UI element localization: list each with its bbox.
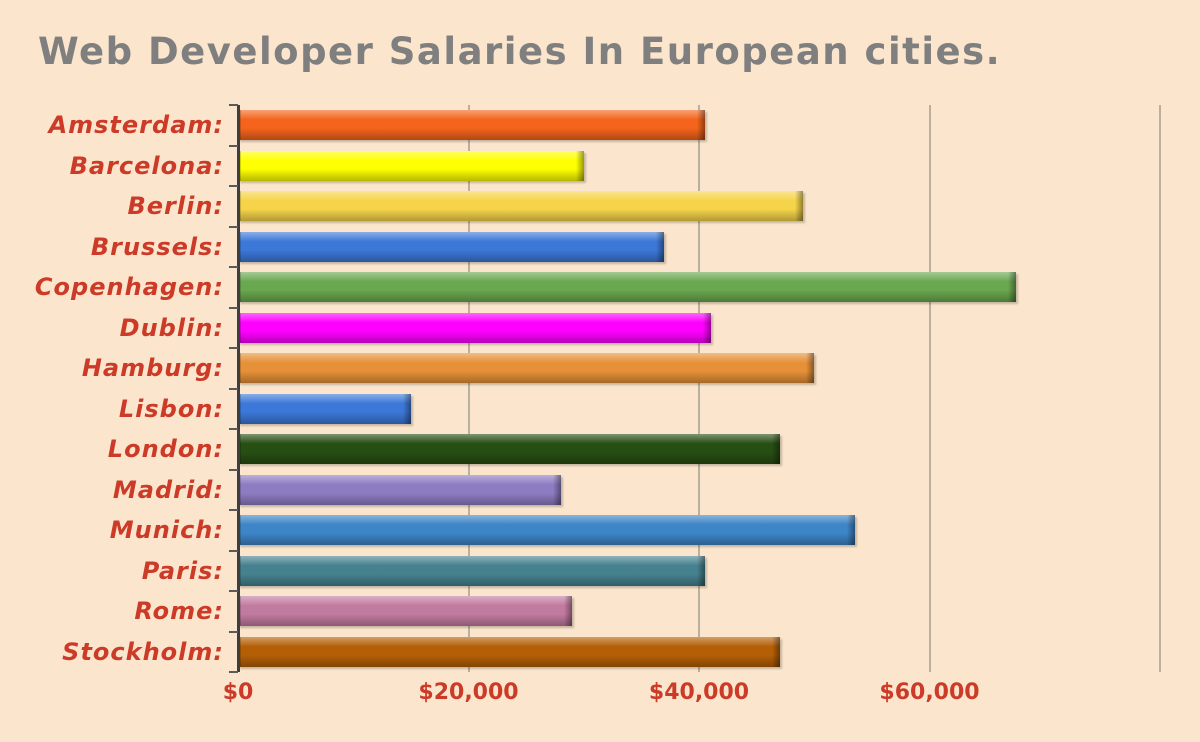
bar-row: Madrid:: [8, 470, 1160, 511]
y-axis-tick: [229, 671, 238, 673]
y-axis-tick: [229, 590, 238, 592]
gridline: [467, 105, 470, 672]
category-label: Berlin:: [127, 192, 224, 221]
bar-track: [238, 150, 1160, 181]
gridline: [1159, 105, 1161, 672]
y-axis-tick: [229, 387, 238, 390]
bar-brussels: [238, 231, 665, 262]
category-label: Dublin:: [119, 313, 224, 342]
category-label: Madrid:: [112, 475, 224, 504]
bar-hamburg: [238, 353, 815, 384]
category-label: Hamburg:: [81, 354, 224, 383]
bar-track: [238, 231, 1160, 262]
bar-track: [238, 110, 1160, 141]
bar-track: [238, 596, 1160, 627]
bar-row: Hamburg:: [8, 348, 1160, 389]
bar-row: Stockholm:: [8, 632, 1160, 673]
gridlines: [229, 104, 1161, 673]
bar-row: Dublin:: [8, 308, 1160, 349]
x-tick-label: $0: [222, 680, 254, 705]
y-axis-tick: [229, 549, 238, 552]
y-axis-tick: [229, 630, 238, 633]
bar-barcelona: [238, 150, 584, 181]
bar-track: [238, 555, 1160, 586]
bar-lisbon: [238, 393, 411, 424]
category-label: Rome:: [134, 597, 224, 626]
bar-amsterdam: [238, 110, 705, 141]
plot-area: Amsterdam: Barcelona: Berlin: Brussels: Cope…: [0, 104, 1200, 705]
x-tick-label: $20,000: [418, 680, 519, 705]
x-tick-label: $60,000: [879, 680, 980, 705]
y-axis-tick: [229, 144, 238, 147]
bar-row: Berlin:: [8, 186, 1160, 227]
category-label: London:: [107, 435, 224, 464]
bar-dublin: [238, 312, 711, 343]
y-axis-tick: [229, 185, 238, 187]
bar-row: Lisbon:: [8, 389, 1160, 430]
y-axis-tick: [229, 225, 238, 228]
bar-track: [238, 393, 1160, 424]
chart-title: Web Developer Salaries In European citie…: [38, 30, 1002, 73]
bar-row: Rome:: [8, 591, 1160, 632]
bar-row: London:: [8, 429, 1160, 470]
bar-row: Paris:: [8, 551, 1160, 592]
bar-track: [238, 636, 1160, 667]
bar-copenhagen: [238, 272, 1016, 303]
y-axis-tick: [229, 104, 238, 106]
x-axis: $0 $20,000 $40,000 $60,000: [223, 672, 1160, 716]
bar-track: [238, 434, 1160, 465]
bar-row: Munich:: [8, 510, 1160, 551]
bar-row: Barcelona:: [8, 146, 1160, 187]
category-label: Lisbon:: [118, 394, 224, 423]
bar-rows: Amsterdam: Barcelona: Berlin: Brussels: Cope…: [8, 105, 1160, 672]
bar-row: Copenhagen:: [8, 267, 1160, 308]
bar-track: [238, 272, 1160, 303]
bar-madrid: [238, 474, 561, 505]
y-axis-tick: [229, 266, 238, 268]
bar-row: Amsterdam:: [8, 105, 1160, 146]
bar-track: [238, 353, 1160, 384]
x-tick-label: $40,000: [648, 680, 750, 705]
bar-munich: [238, 515, 855, 546]
category-label: Paris:: [141, 556, 224, 585]
bar-rome: [238, 596, 573, 627]
category-label: Copenhagen:: [34, 273, 224, 302]
bar-berlin: [238, 191, 803, 222]
gridline: [928, 105, 931, 672]
bar-track: [238, 191, 1160, 222]
category-label: Barcelona:: [69, 151, 224, 180]
bar-row: Brussels:: [8, 227, 1160, 268]
y-axis-tick: [229, 347, 238, 349]
bar-track: [238, 312, 1160, 343]
bar-london: [238, 434, 780, 465]
y-axis-tick: [229, 306, 238, 309]
bar-track: [238, 474, 1160, 505]
category-label: Stockholm:: [62, 637, 224, 666]
y-axis-line: [237, 105, 240, 672]
bar-paris: [238, 555, 705, 586]
category-label: Munich:: [109, 516, 224, 545]
y-axis-tick: [229, 509, 238, 511]
y-axis-tick: [229, 468, 238, 471]
category-label: Brussels:: [90, 232, 224, 261]
gridline: [698, 105, 700, 672]
bar-stockholm: [238, 636, 780, 667]
category-label: Amsterdam:: [48, 111, 224, 140]
bar-track: [238, 515, 1160, 546]
y-axis-tick: [229, 428, 238, 430]
